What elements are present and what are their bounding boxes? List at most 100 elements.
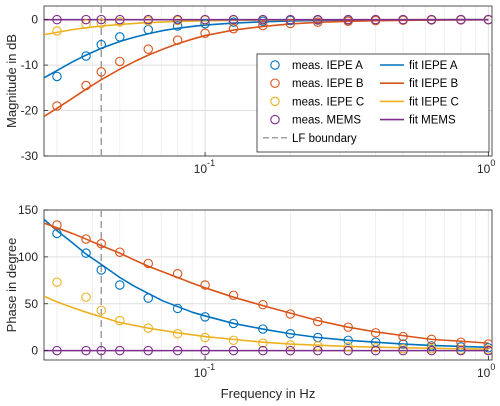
legend-entry: fit MEMS — [380, 115, 456, 127]
data-point — [172, 345, 183, 356]
data-point — [258, 324, 268, 334]
legend-entry: fit IEPE C — [380, 96, 459, 108]
data-point — [115, 247, 125, 257]
legend-label: meas. IEPE C — [292, 96, 364, 108]
data-point — [258, 20, 268, 31]
data-point — [115, 345, 125, 356]
data-point — [398, 331, 408, 342]
data-point — [200, 345, 210, 356]
data-point — [81, 51, 91, 61]
data-point — [426, 334, 437, 345]
data-point — [115, 280, 125, 290]
data-point — [370, 345, 381, 356]
data-point — [52, 345, 62, 356]
x-tick-label-exponent: -1 — [207, 158, 215, 168]
data-point — [426, 14, 437, 25]
data-point — [143, 293, 153, 303]
data-point — [115, 315, 125, 326]
data-point — [81, 80, 91, 91]
data-point — [81, 14, 91, 25]
data-point — [81, 234, 91, 244]
legend-box — [256, 53, 490, 153]
legend-label: fit IEPE C — [409, 96, 459, 108]
data-point — [258, 338, 268, 348]
data-point — [258, 345, 268, 356]
data-point — [81, 345, 91, 356]
data-point — [313, 345, 323, 356]
legend-label: meas. IEPE B — [292, 78, 364, 90]
plot-frame — [43, 5, 493, 157]
legend-entry: meas. IEPE B — [270, 78, 364, 90]
data-point — [200, 28, 210, 39]
legend-entry: fit IEPE B — [380, 78, 459, 90]
data-point — [200, 14, 210, 25]
data-point — [96, 305, 107, 316]
data-point — [483, 339, 492, 349]
data-point — [228, 14, 239, 25]
data-point — [343, 14, 353, 25]
legend-marker — [270, 60, 280, 70]
data-point — [258, 14, 268, 25]
data-point — [52, 26, 62, 36]
y-tick-label: 100 — [18, 250, 38, 264]
data-point — [81, 248, 91, 258]
y-tick-label: -30 — [21, 149, 39, 163]
x-tick-label-base: 10 — [194, 366, 208, 380]
data-point — [456, 14, 466, 25]
data-point — [143, 258, 153, 269]
legend-label: fit IEPE B — [409, 78, 459, 90]
legend-entry: LF boundary — [263, 133, 357, 145]
data-point — [143, 323, 153, 333]
data-point — [115, 56, 125, 67]
data-point — [313, 316, 323, 327]
data-point — [52, 277, 62, 287]
data-point — [258, 299, 268, 310]
legend-label: meas. IEPE A — [292, 60, 363, 72]
data-point — [483, 345, 492, 356]
data-point — [370, 14, 381, 25]
legend-label: meas. MEMS — [292, 115, 361, 127]
y-tick-label: 0 — [31, 13, 38, 27]
y-tick-label: 0 — [31, 344, 38, 358]
data-point — [343, 345, 353, 356]
data-point — [483, 14, 492, 25]
data-point — [115, 14, 125, 25]
legend-label: fit IEPE A — [409, 60, 458, 72]
legend: meas. IEPE A fit IEPE A meas. IEPE B fit IE… — [256, 53, 490, 153]
data-point — [200, 18, 210, 29]
data-point — [52, 220, 62, 230]
data-point — [343, 342, 353, 352]
data-point — [172, 35, 183, 45]
data-point — [143, 24, 153, 35]
data-point — [228, 290, 239, 301]
data-point — [285, 340, 296, 350]
x-tick-label-base: 10 — [477, 366, 491, 380]
fit-line-fit-iepe-b — [44, 19, 489, 118]
data-point — [343, 335, 353, 346]
x-axis-label: Frequency in Hz — [221, 386, 316, 401]
data-point — [398, 339, 408, 349]
plot-frame — [43, 209, 493, 361]
fit-line-fit-iepe-c — [44, 295, 489, 351]
data-point — [52, 14, 62, 25]
data-point — [52, 101, 62, 111]
data-point — [398, 14, 408, 25]
data-point — [96, 345, 107, 356]
x-tick-label-base: 10 — [194, 162, 208, 176]
data-point — [398, 345, 408, 356]
data-point — [313, 341, 323, 351]
data-point — [228, 318, 239, 329]
y-tick-label: 150 — [18, 203, 38, 217]
data-point — [96, 18, 107, 29]
data-point — [172, 303, 183, 314]
data-point — [200, 332, 210, 343]
y-tick-label: -10 — [21, 58, 39, 72]
data-point — [96, 67, 107, 77]
y-axis-label: Magnitude in dB — [4, 34, 19, 128]
data-point — [172, 268, 183, 279]
legend-entry: meas. MEMS — [270, 115, 361, 127]
legend-marker — [270, 96, 280, 107]
data-point — [228, 345, 239, 356]
